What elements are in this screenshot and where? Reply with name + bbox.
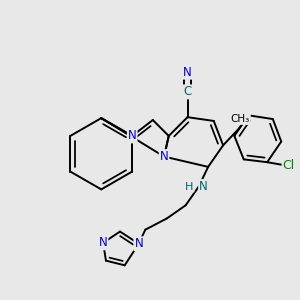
Text: N: N <box>183 66 192 79</box>
Text: N: N <box>199 180 208 193</box>
Text: Cl: Cl <box>283 159 295 172</box>
Text: N: N <box>128 129 136 142</box>
Text: C: C <box>183 85 192 98</box>
Text: N: N <box>99 236 107 249</box>
Text: N: N <box>134 237 143 250</box>
Text: N: N <box>160 150 168 163</box>
Text: H: H <box>185 182 194 192</box>
Text: CH₃: CH₃ <box>231 114 250 124</box>
